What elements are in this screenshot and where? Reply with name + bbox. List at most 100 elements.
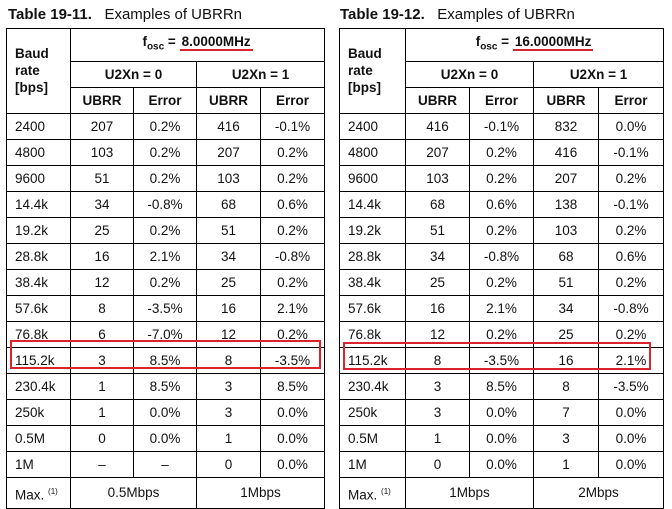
error-cell: 0.0%: [597, 112, 665, 140]
error-cell: 0.2%: [259, 320, 326, 348]
error-cell: 0.6%: [259, 190, 326, 218]
ubrr-cell: 138: [533, 190, 599, 218]
ubrr-cell: 1: [533, 450, 599, 478]
ubrr-cell: 0: [405, 450, 470, 478]
ubrr-cell: 34: [70, 190, 134, 218]
error-cell: 0.2%: [259, 268, 326, 296]
error-cell: 8.5%: [133, 346, 197, 374]
ubrr-cell: 6: [70, 320, 134, 348]
ubrr-cell: 8: [70, 294, 134, 322]
baud-rate-cell: 250k: [339, 398, 406, 426]
table-row: 115.2k 3 8.5% 8 -3.5%: [6, 346, 326, 374]
table-row: 0.5M 0 0.0% 1 0.0%: [6, 424, 326, 452]
error-cell: 8.5%: [133, 372, 197, 400]
ubrr-cell: 1: [196, 424, 261, 452]
ubrr-cell: 34: [405, 242, 470, 270]
ubrr-cell: 16: [196, 294, 261, 322]
ubrr-cell: 416: [405, 112, 470, 140]
table-19-12-panel: Table 19-12. Examples of UBRRn Baud rate…: [332, 0, 672, 509]
table-row: 14.4k 68 0.6% 138 -0.1%: [339, 190, 665, 218]
table-row: 0.5M 1 0.0% 3 0.0%: [339, 424, 665, 452]
table-row: 19.2k 51 0.2% 103 0.2%: [339, 216, 665, 244]
table-body: 2400 416 -0.1% 832 0.0% 4800 207 0.2% 416 -0.1% 96…: [339, 112, 665, 478]
error-cell: 0.2%: [469, 138, 534, 166]
ubrr-cell: 8: [405, 346, 470, 374]
baud-rate-cell: 1M: [6, 450, 71, 478]
baud-rate-cell: 19.2k: [6, 216, 71, 244]
baud-rate-cell: 230.4k: [6, 372, 71, 400]
ubrr-cell: 25: [196, 268, 261, 296]
error-cell: 0.0%: [597, 450, 665, 478]
ubrr-header: UBRR: [405, 86, 470, 114]
error-header: Error: [133, 86, 197, 114]
table-row: 19.2k 25 0.2% 51 0.2%: [6, 216, 326, 244]
ubrr-cell: 12: [196, 320, 261, 348]
error-cell: 0.2%: [597, 268, 665, 296]
ubrr-cell: 25: [533, 320, 599, 348]
ubrr-cell: 16: [533, 346, 599, 374]
error-cell: 0.6%: [469, 190, 534, 218]
table-row: 76.8k 6 -7.0% 12 0.2%: [6, 320, 326, 348]
fosc-value: 16.0000MHz: [512, 34, 594, 51]
ubrr-cell: 103: [70, 138, 134, 166]
ubrr-cell: 51: [405, 216, 470, 244]
baud-rate-cell: 115.2k: [6, 346, 71, 374]
max-value-u2x1: 1Mbps: [195, 476, 326, 509]
ubrr-table: Baud rate [bps] fosc = 8.0000MHz U2Xn = …: [6, 28, 326, 509]
table-number: Table 19-11.: [8, 6, 92, 23]
error-cell: -7.0%: [133, 320, 197, 348]
ubrr-cell: 3: [196, 372, 261, 400]
fosc-value: 8.0000MHz: [179, 34, 253, 51]
table-row: 250k 1 0.0% 3 0.0%: [6, 398, 326, 426]
ubrr-cell: 25: [70, 216, 134, 244]
table-row: 38.4k 25 0.2% 51 0.2%: [339, 268, 665, 296]
ubrr-cell: 1: [70, 398, 134, 426]
ubrr-cell: 16: [70, 242, 134, 270]
error-cell: 0.0%: [469, 398, 534, 426]
baud-rate-cell: 19.2k: [339, 216, 406, 244]
error-cell: -3.5%: [259, 346, 326, 374]
baud-rate-cell: 14.4k: [6, 190, 71, 218]
ubrr-cell: 0: [70, 424, 134, 452]
ubrr-cell: 51: [533, 268, 599, 296]
baud-rate-cell: 38.4k: [339, 268, 406, 296]
table-title: Examples of UBRRn: [104, 6, 243, 23]
error-cell: 0.0%: [469, 424, 534, 452]
table-row: 9600 103 0.2% 207 0.2%: [339, 164, 665, 192]
fosc-header: fosc = 8.0000MHz: [69, 28, 326, 62]
table-row: 2400 207 0.2% 416 -0.1%: [6, 112, 326, 140]
ubrr-cell: 1: [70, 372, 134, 400]
error-cell: -0.1%: [469, 112, 534, 140]
table-row: 1M 0 0.0% 1 0.0%: [339, 450, 665, 478]
error-cell: 0.2%: [259, 216, 326, 244]
ubrr-header: UBRR: [196, 86, 261, 114]
ubrr-cell: 207: [196, 138, 261, 166]
baud-rate-cell: 4800: [339, 138, 406, 166]
baud-rate-cell: 28.8k: [6, 242, 71, 270]
mode-header-u2x0: U2Xn = 0: [405, 60, 534, 88]
baud-rate-cell: 9600: [339, 164, 406, 192]
error-cell: 0.2%: [597, 216, 665, 244]
table-19-11-panel: Table 19-11. Examples of UBRRn Baud rate…: [0, 0, 330, 509]
error-cell: 8.5%: [469, 372, 534, 400]
ubrr-cell: 51: [70, 164, 134, 192]
ubrr-cell: 207: [533, 164, 599, 192]
error-cell: 0.2%: [133, 164, 197, 192]
fosc-header: fosc = 16.0000MHz: [404, 28, 665, 62]
error-cell: 0.0%: [597, 398, 665, 426]
baud-rate-cell: 14.4k: [339, 190, 406, 218]
ubrr-cell: 8: [196, 346, 261, 374]
ubrr-cell: 8: [533, 372, 599, 400]
error-cell: 0.2%: [597, 164, 665, 192]
error-cell: -0.1%: [597, 138, 665, 166]
error-cell: -0.1%: [597, 190, 665, 218]
error-cell: -3.5%: [133, 294, 197, 322]
ubrr-cell: 3: [405, 398, 470, 426]
max-row: Max. (1) 0.5Mbps 1Mbps: [6, 476, 326, 509]
error-header: Error: [469, 86, 534, 114]
baud-rate-cell: 9600: [6, 164, 71, 192]
baud-rate-cell: 57.6k: [6, 294, 71, 322]
baud-rate-cell: 4800: [6, 138, 71, 166]
error-cell: 0.6%: [597, 242, 665, 270]
table-caption: Table 19-12. Examples of UBRRn: [340, 6, 575, 23]
